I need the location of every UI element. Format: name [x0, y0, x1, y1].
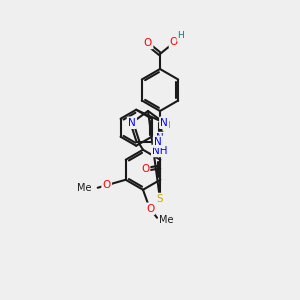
- Text: NH: NH: [152, 146, 168, 156]
- Text: O: O: [170, 37, 178, 47]
- Text: S: S: [157, 194, 163, 204]
- Text: N: N: [156, 133, 164, 143]
- Text: N: N: [154, 137, 162, 147]
- Text: H: H: [178, 32, 184, 40]
- Text: O: O: [146, 204, 154, 214]
- Text: O: O: [144, 38, 152, 48]
- Text: N: N: [160, 118, 168, 128]
- Text: Me: Me: [77, 183, 92, 193]
- Text: Me: Me: [159, 215, 173, 225]
- Text: O: O: [103, 180, 111, 190]
- Text: N: N: [128, 118, 136, 128]
- Text: H: H: [164, 122, 170, 130]
- Text: O: O: [141, 164, 149, 174]
